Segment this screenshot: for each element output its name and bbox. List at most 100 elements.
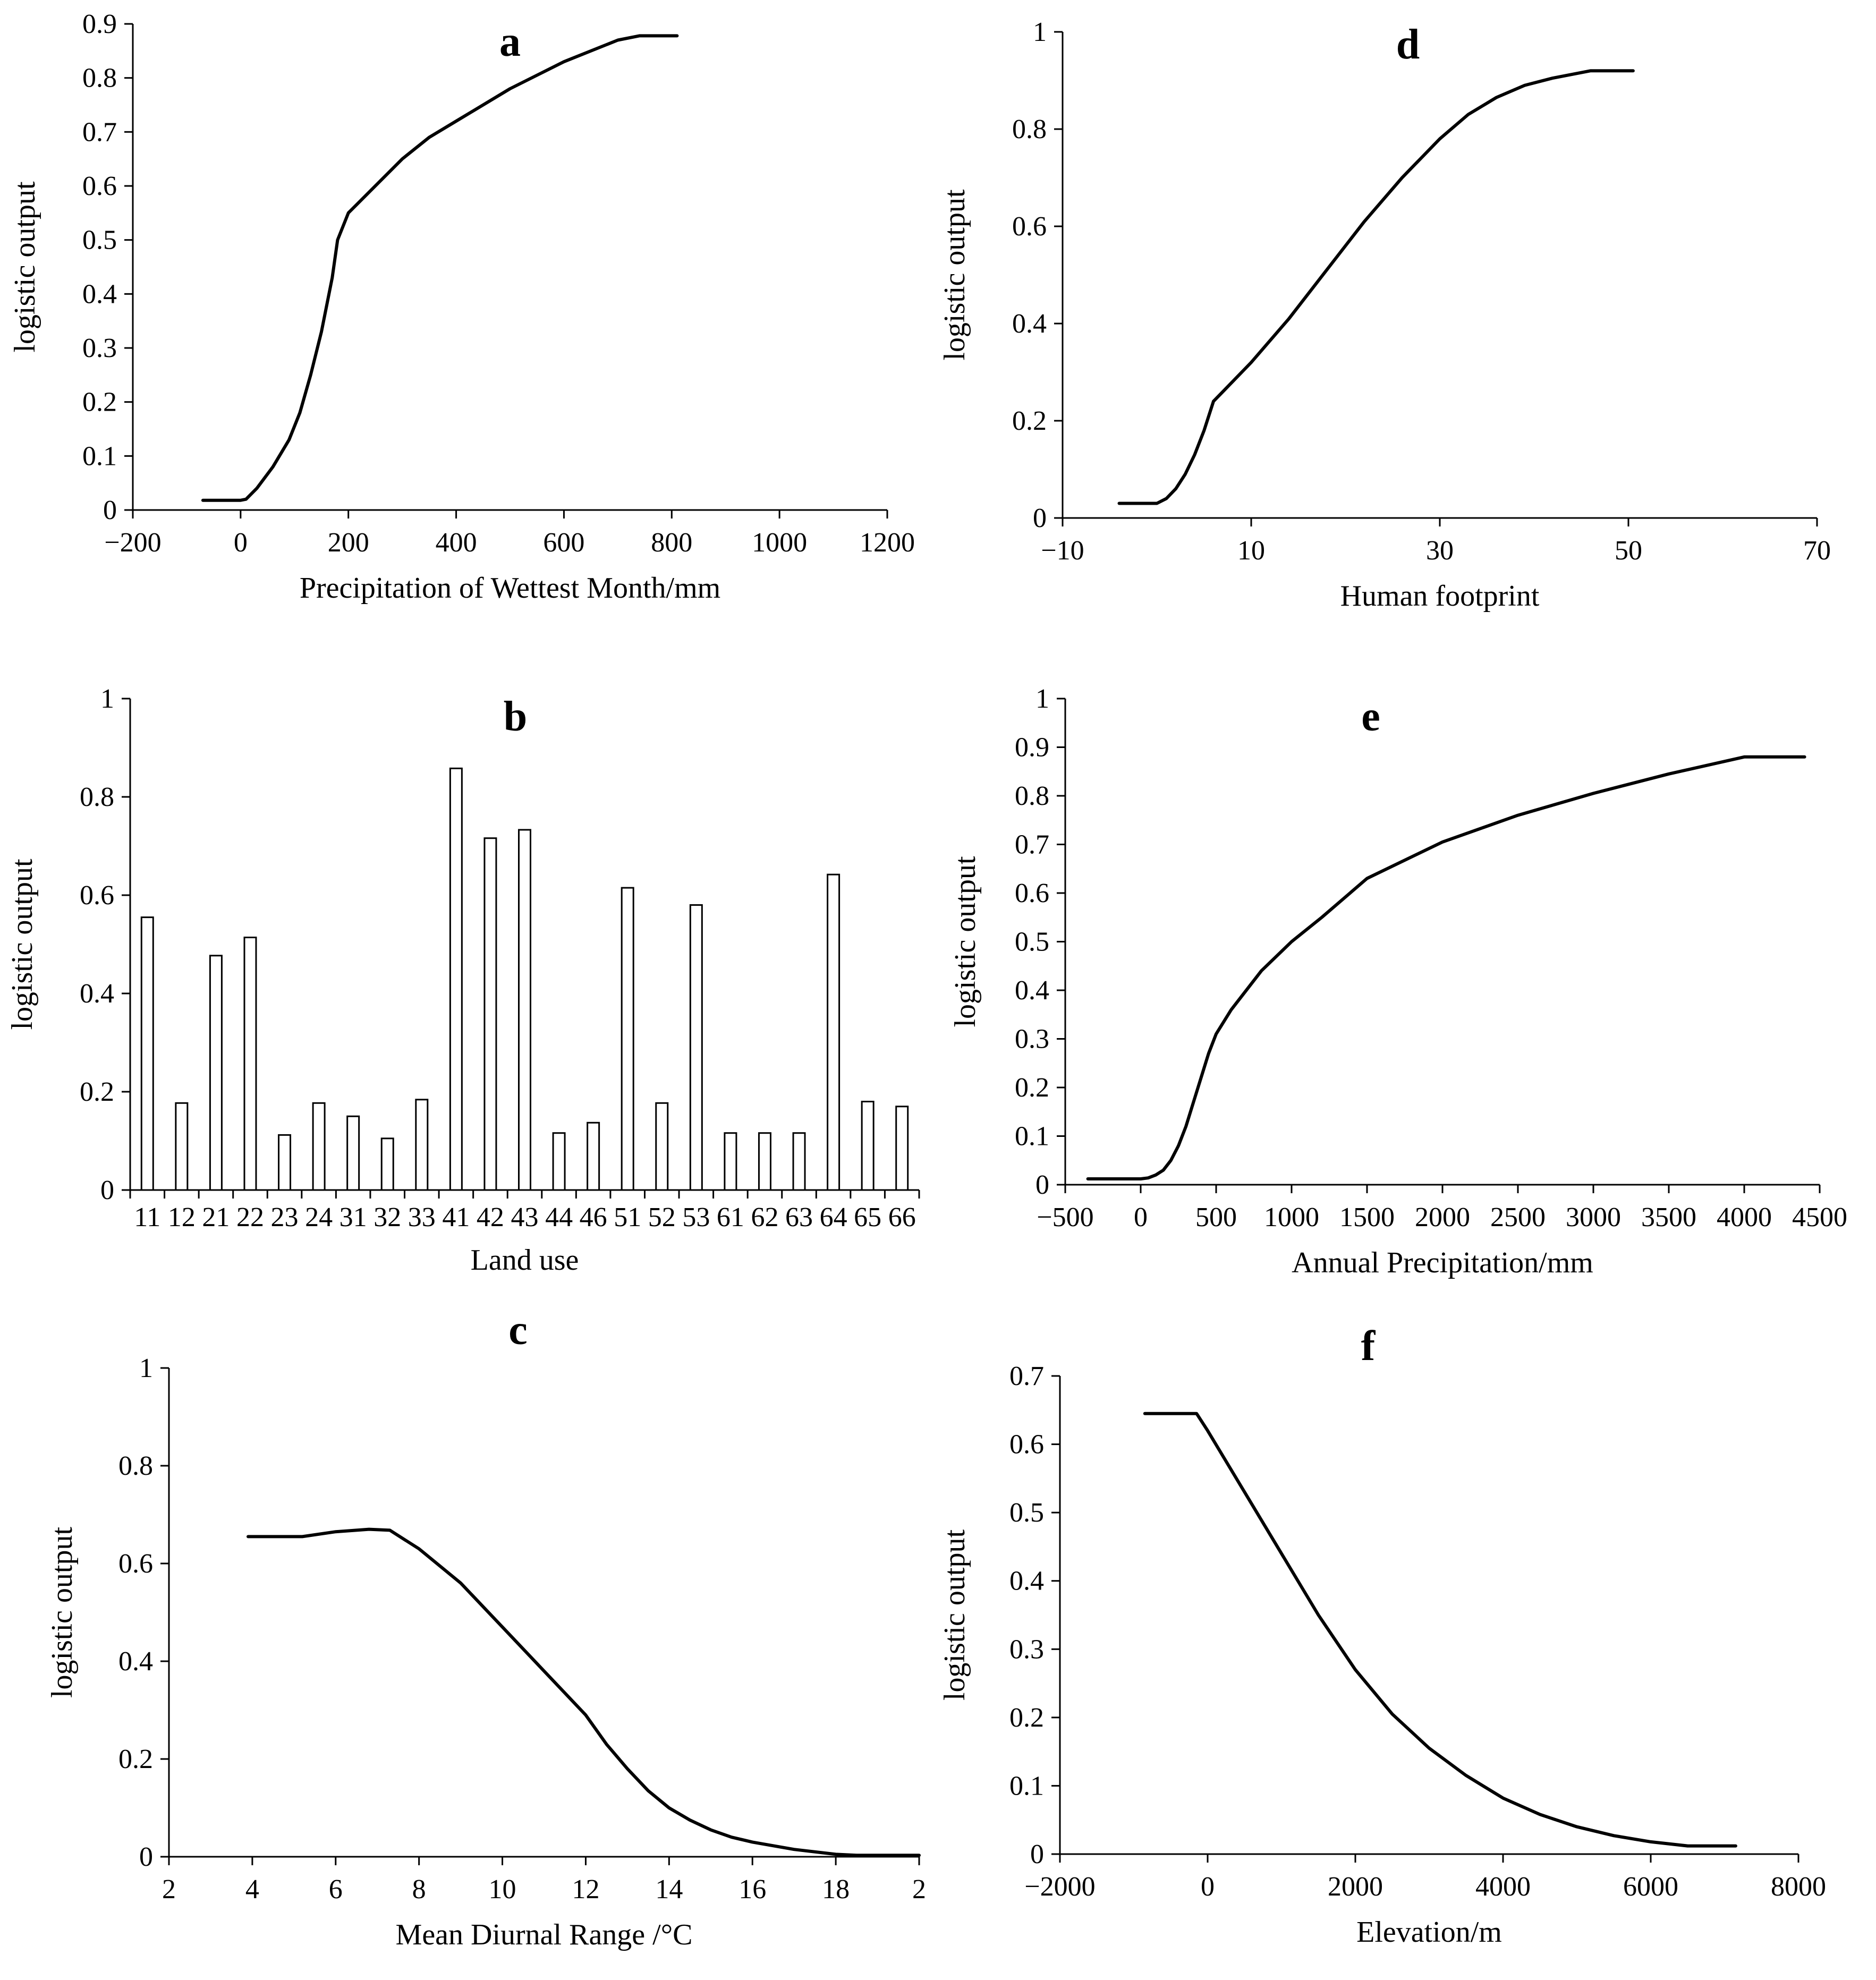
x-tick-label-f: 0 xyxy=(1201,1872,1215,1902)
x-tick-label-b: 32 xyxy=(373,1202,401,1233)
y-tick-label-a: 0.7 xyxy=(82,117,117,147)
x-tick-label-b: 22 xyxy=(236,1202,264,1233)
y-tick-label-a: 0 xyxy=(103,495,117,525)
y-tick-label-a: 0.1 xyxy=(82,441,117,471)
x-tick-label-d: 30 xyxy=(1426,536,1454,566)
x-tick-label-d: 10 xyxy=(1237,536,1265,566)
bar-22 xyxy=(243,937,257,1191)
x-tick-label-b: 43 xyxy=(511,1202,539,1233)
x-tick-label-b: 53 xyxy=(682,1202,710,1233)
x-axis-label-c: Mean Diurnal Range /°C xyxy=(396,1918,693,1951)
x-tick-label-e: 0 xyxy=(1134,1202,1148,1233)
y-axis-label-c: logistic output xyxy=(46,1527,79,1698)
x-tick-label-e: 2000 xyxy=(1415,1202,1470,1233)
bar-62 xyxy=(758,1132,771,1191)
x-tick-label-b: 12 xyxy=(168,1202,196,1233)
series-line-f xyxy=(1143,1412,1737,1848)
x-tick-label-b: 51 xyxy=(614,1202,641,1233)
bar-41 xyxy=(449,767,463,1191)
x-tick-label-b: 21 xyxy=(202,1202,230,1233)
y-tick-label-e: 0.4 xyxy=(1015,975,1049,1006)
bar-53 xyxy=(689,904,703,1191)
x-tick-label-e: 3500 xyxy=(1641,1202,1696,1233)
panel-d: d 0 0.2 0.4 0.6 0.8 1 logistic output −10 10 30 50 7… xyxy=(938,17,1831,613)
x-tick-label-e: 4500 xyxy=(1792,1202,1847,1233)
x-tick-label-b: 42 xyxy=(477,1202,504,1233)
bar-24 xyxy=(312,1102,326,1191)
x-tick-label-b: 66 xyxy=(888,1202,916,1233)
bar-32 xyxy=(380,1137,394,1191)
y-axis-label-d: logistic output xyxy=(938,189,971,360)
bar-66 xyxy=(895,1106,909,1191)
y-tick-label-f: 0.1 xyxy=(1009,1771,1044,1801)
y-tick-label-b: 0.8 xyxy=(80,782,114,812)
y-tick-label-d: 0.8 xyxy=(1012,114,1047,145)
x-tick-label-c: 14 xyxy=(655,1874,683,1905)
y-tick-label-b: 0.4 xyxy=(80,979,114,1009)
bar-52 xyxy=(655,1102,669,1191)
x-tick-label-a: 200 xyxy=(328,528,369,558)
y-axis-label-a: logistic output xyxy=(9,181,41,352)
panel-f: f 0 0.1 0.2 0.3 0.4 0.5 0.6 0.7 logistic output −2… xyxy=(938,1323,1826,1949)
panel-label-d: d xyxy=(1396,21,1420,68)
y-tick-label-a: 0.3 xyxy=(82,333,117,363)
x-axis-label-b: Land use xyxy=(471,1244,579,1277)
y-tick-label-e: 0 xyxy=(1035,1170,1049,1200)
x-tick-label-f: 2000 xyxy=(1328,1872,1383,1902)
y-tick-label-e: 0.2 xyxy=(1015,1073,1049,1103)
x-tick-label-a: 800 xyxy=(651,528,692,558)
y-tick-label-a: 0.4 xyxy=(82,279,117,309)
x-tick-label-a: 400 xyxy=(436,528,477,558)
y-tick-label-f: 0.7 xyxy=(1009,1361,1044,1391)
y-axis-label-b: logistic output xyxy=(6,859,39,1030)
x-tick-label-f: 4000 xyxy=(1475,1872,1531,1902)
x-tick-label-b: 33 xyxy=(408,1202,436,1233)
panel-c: c 0 0.2 0.4 0.6 0.8 1 logistic output 2 4 6 8 10 12 14… xyxy=(46,1307,926,1951)
bar-42 xyxy=(483,837,497,1191)
bar-61 xyxy=(724,1132,737,1191)
x-tick-label-b: 46 xyxy=(580,1202,607,1233)
x-tick-label-b: 41 xyxy=(442,1202,470,1233)
x-tick-label-c: 8 xyxy=(412,1874,426,1905)
panel-e: e 0 0.1 0.2 0.3 0.4 0.5 0.6 0.7 0.8 0.9 1 logistic o… xyxy=(949,684,1847,1279)
bar-21 xyxy=(209,955,223,1191)
series-line-c xyxy=(247,1527,921,1857)
y-tick-label-d: 0.6 xyxy=(1012,211,1047,242)
x-tick-label-b: 62 xyxy=(751,1202,778,1233)
y-tick-label-c: 0.4 xyxy=(118,1646,153,1677)
panel-b: b 0 0.2 0.4 0.6 0.8 1 logistic output 11 12 21 22 23… xyxy=(6,684,920,1277)
bar-23 xyxy=(278,1134,292,1191)
panel-label-a: a xyxy=(499,19,521,65)
y-tick-label-a: 0.9 xyxy=(82,9,117,39)
series-line-a xyxy=(201,34,679,502)
x-tick-label-f: −2000 xyxy=(1024,1872,1095,1902)
x-tick-label-b: 24 xyxy=(305,1202,333,1233)
x-tick-label-c: 18 xyxy=(822,1874,850,1905)
y-tick-label-e: 0.9 xyxy=(1015,733,1049,763)
x-tick-label-c: 2 xyxy=(162,1874,176,1905)
y-tick-label-f: 0 xyxy=(1030,1839,1044,1869)
x-tick-label-a: −200 xyxy=(104,528,161,558)
x-tick-label-a: 600 xyxy=(543,528,584,558)
x-tick-label-b: 61 xyxy=(717,1202,744,1233)
x-tick-label-e: −500 xyxy=(1037,1202,1093,1233)
series-line-e xyxy=(1086,755,1806,1180)
y-tick-label-c: 0.2 xyxy=(118,1744,153,1774)
x-tick-label-c: 6 xyxy=(329,1874,343,1905)
panel-label-c: c xyxy=(508,1307,528,1354)
panel-label-e: e xyxy=(1361,693,1380,740)
x-tick-label-c: 2 xyxy=(912,1874,926,1905)
y-tick-label-e: 0.1 xyxy=(1015,1121,1049,1152)
panel-a: a 0 0.1 0.2 0.3 0.4 0.5 0.6 0.7 0.8 0.9 logistic ou… xyxy=(9,9,915,605)
bar-12 xyxy=(175,1102,189,1191)
y-tick-label-e: 0.8 xyxy=(1015,781,1049,811)
x-axis-label-d: Human footprint xyxy=(1340,580,1540,613)
x-tick-label-d: −10 xyxy=(1041,536,1084,566)
y-tick-label-f: 0.5 xyxy=(1009,1498,1044,1528)
panel-label-f: f xyxy=(1361,1323,1376,1370)
x-axis-label-f: Elevation/m xyxy=(1356,1916,1502,1949)
x-tick-label-b: 44 xyxy=(545,1202,573,1233)
x-tick-label-e: 2500 xyxy=(1490,1202,1546,1233)
bar-46 xyxy=(587,1121,600,1191)
